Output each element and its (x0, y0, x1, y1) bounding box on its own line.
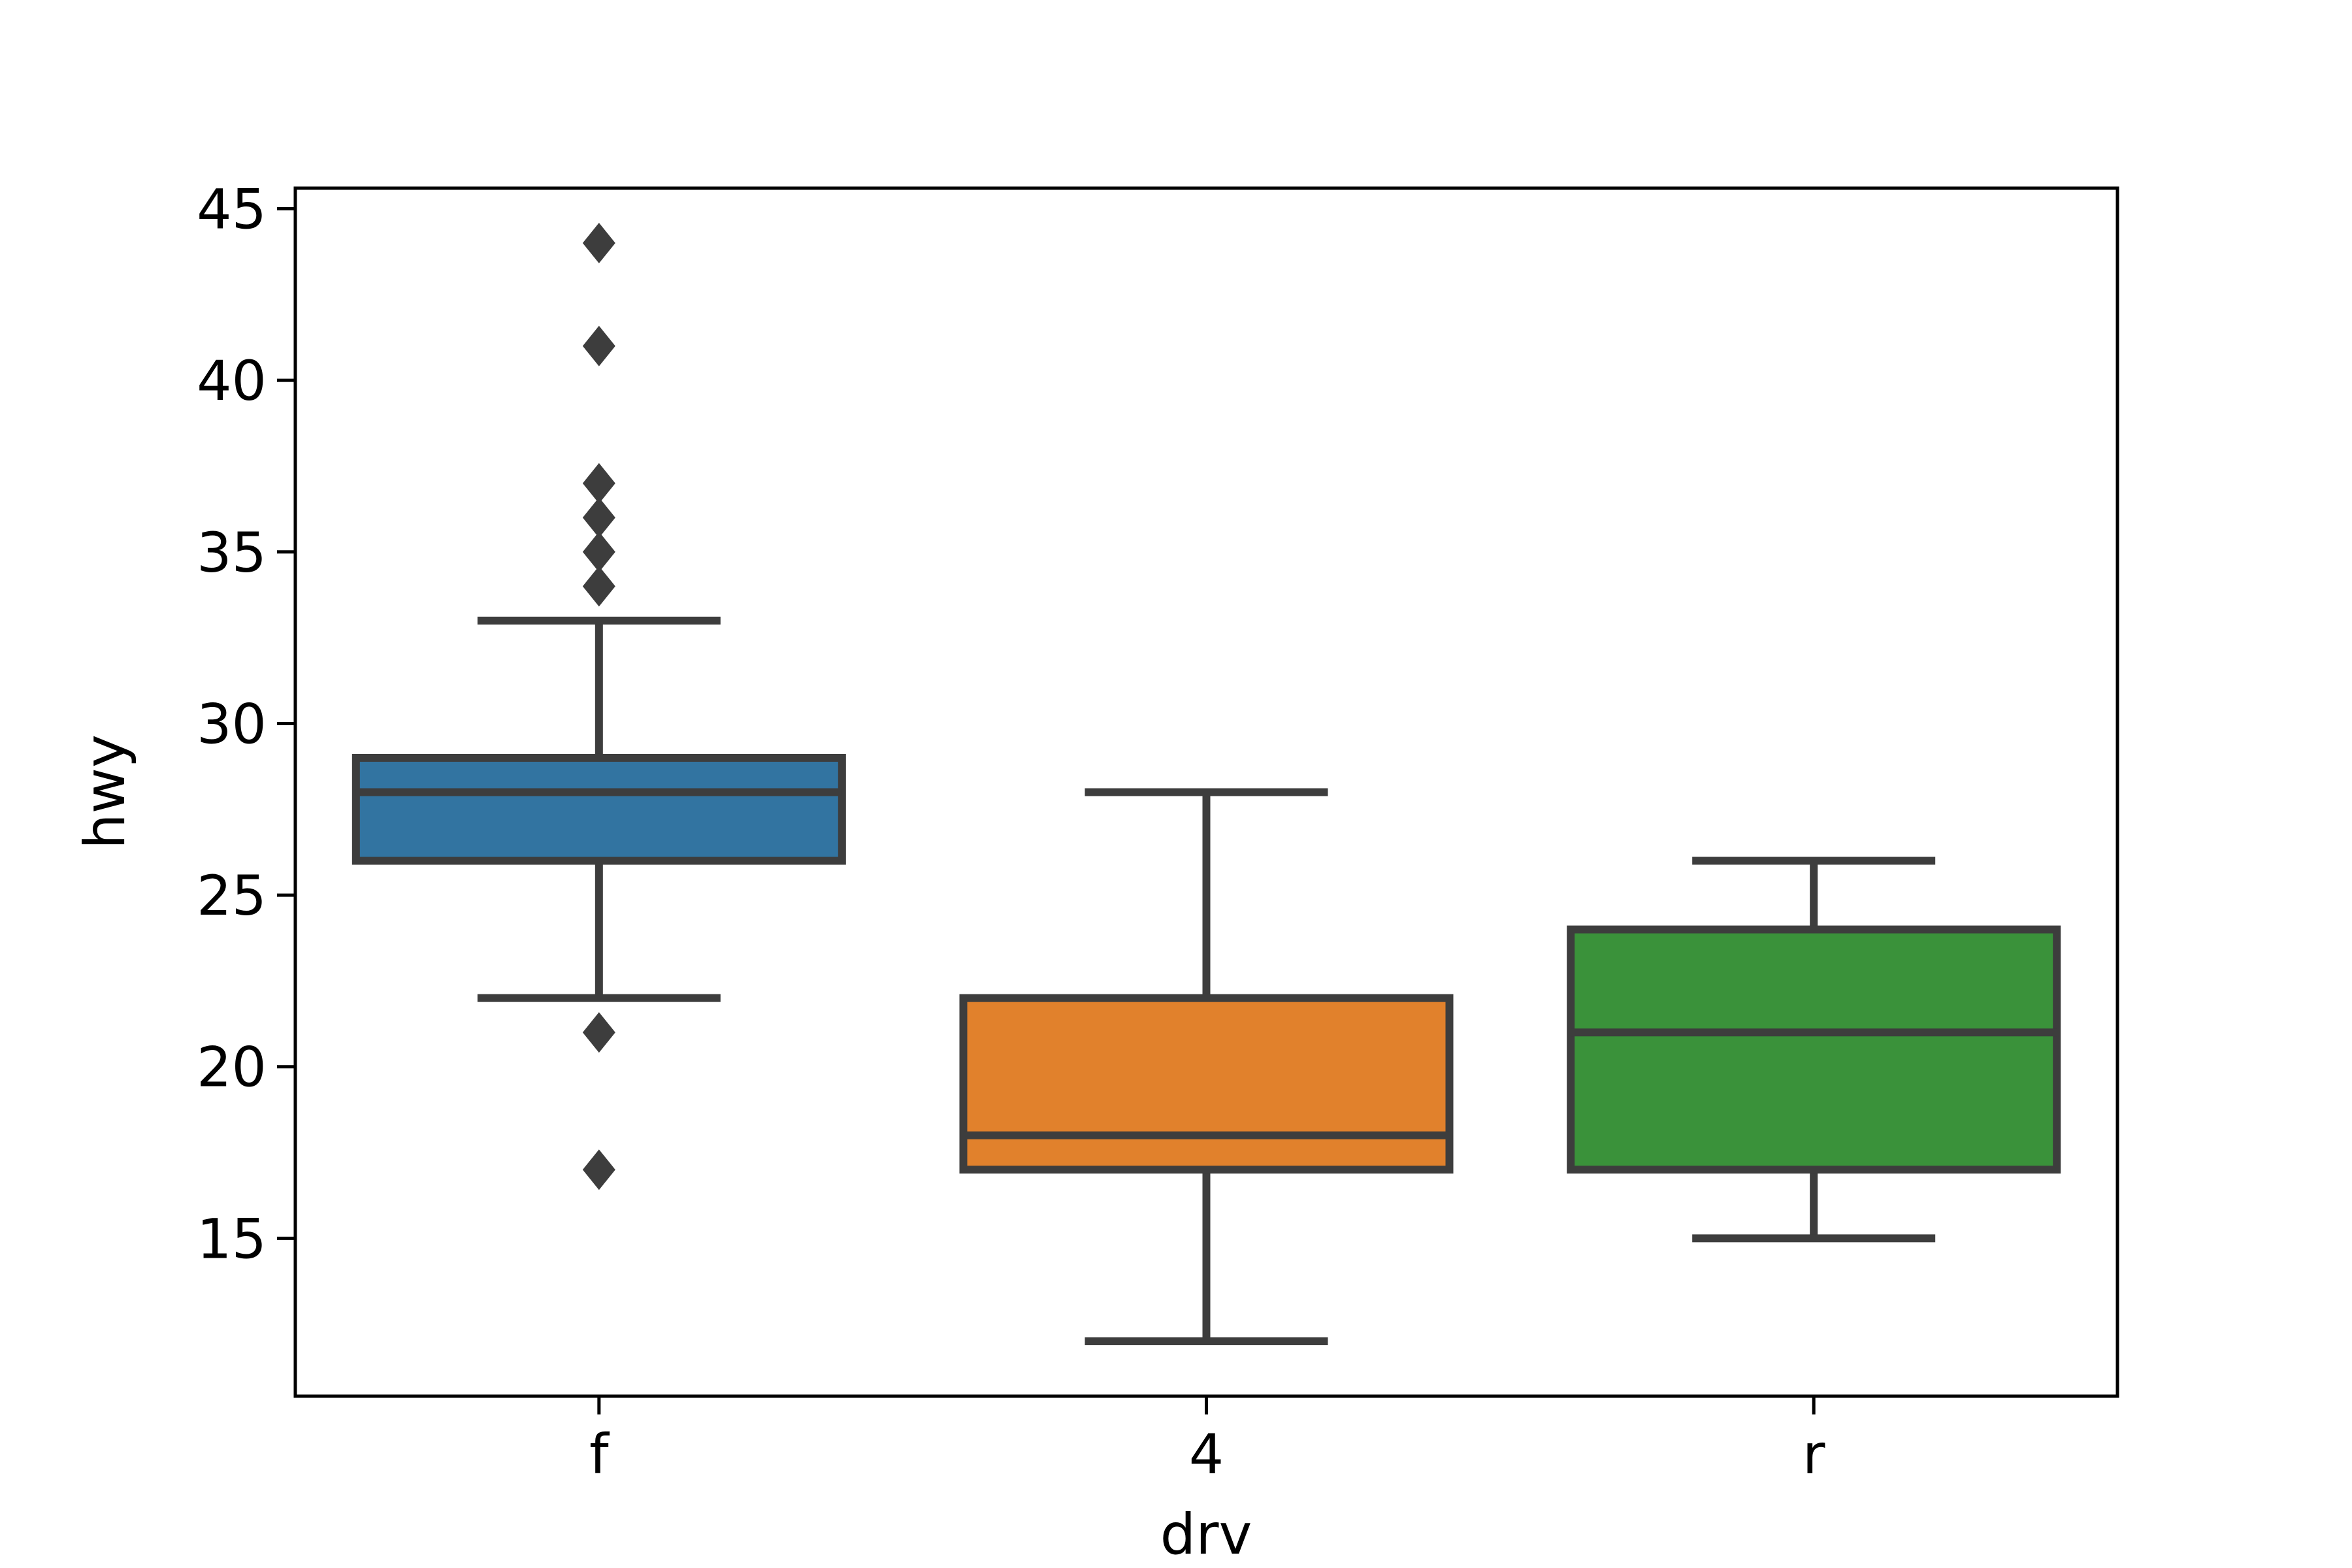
outlier-diamond-f-34 (582, 566, 615, 607)
outlier-diamond-f-37 (582, 463, 615, 504)
y-tick-label-45: 45 (197, 178, 267, 242)
box-f (351, 753, 846, 865)
plot-content: 45 40 35 30 25 20 15 f 4 r (197, 178, 2119, 1486)
outlier-diamond-f-35 (582, 531, 615, 572)
y-tick-label-20: 20 (197, 1036, 267, 1100)
x-tick-label-f: f (589, 1422, 610, 1486)
outlier-diamond-f-41 (582, 325, 615, 367)
y-tick-label-25: 25 (197, 864, 267, 928)
x-tick-label-4: 4 (1189, 1422, 1224, 1486)
y-tick-label-40: 40 (197, 349, 267, 413)
box-4 (959, 994, 1454, 1174)
x-tick-label-r: r (1803, 1422, 1825, 1486)
y-tick-label-15: 15 (197, 1207, 267, 1271)
outlier-diamond-f-17 (582, 1149, 615, 1190)
box-r (1567, 925, 2061, 1174)
outlier-diamond-f-44 (582, 223, 615, 264)
y-axis-label: hwy (73, 734, 138, 849)
outlier-diamond-f-21 (582, 1012, 615, 1053)
x-axis-label: drv (1160, 1502, 1252, 1567)
y-tick-label-30: 30 (197, 692, 267, 756)
y-tick-label-35: 35 (197, 521, 267, 585)
outlier-diamond-f-36 (582, 497, 615, 538)
